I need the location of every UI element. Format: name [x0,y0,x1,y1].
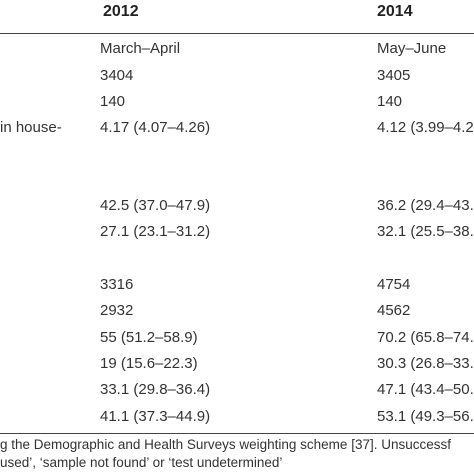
cell-2014: 3405 [377,67,411,84]
cell-2014: 4754 [377,276,411,293]
cell-2014: 4562 [377,302,411,319]
cell-2014: 36.2 (29.4–43. [377,197,474,214]
cell-2012: 140 [100,93,126,110]
cell-2012: March–April [100,40,181,57]
cell-2012: 33.1 (29.8–36.4) [100,381,211,398]
column-header-2014: 2014 [377,3,413,20]
cell-2012: 2932 [100,302,134,319]
cell-2014: May–June [377,40,447,57]
cell-2012: 41.1 (37.3–44.9) [100,408,211,425]
footnote-line-1: g the Demographic and Health Surveys wei… [0,437,451,452]
footnote-line-2: used’, ‘sample not found’ or ‘test undet… [0,455,283,470]
table-header-row: 2012 2014 [0,0,474,33]
bottom-rule [0,433,474,434]
cell-2012: 3316 [100,276,134,293]
cell-2012: 4.17 (4.07–4.26) [100,119,211,136]
cell-2014: 4.12 (3.99–4.2 [377,119,474,136]
cell-2012: 19 (15.6–22.3) [100,355,198,372]
cell-2014: 140 [377,93,403,110]
cell-2012: 42.5 (37.0–47.9) [100,197,211,214]
cell-2014: 53.1 (49.3–56. [377,408,474,425]
cell-2014: 30.3 (26.8–33. [377,355,474,372]
cell-2014: 47.1 (43.4–50. [377,381,474,398]
cell-2014: 32.1 (25.5–38. [377,223,474,240]
cell-2012: 3404 [100,67,134,84]
row-label-fragment: in house- [0,119,62,136]
column-header-2012: 2012 [103,3,139,20]
header-rule [0,33,474,34]
cell-2012: 27.1 (23.1–31.2) [100,223,211,240]
cell-2012: 55 (51.2–58.9) [100,329,198,346]
cell-2014: 70.2 (65.8–74. [377,329,474,346]
